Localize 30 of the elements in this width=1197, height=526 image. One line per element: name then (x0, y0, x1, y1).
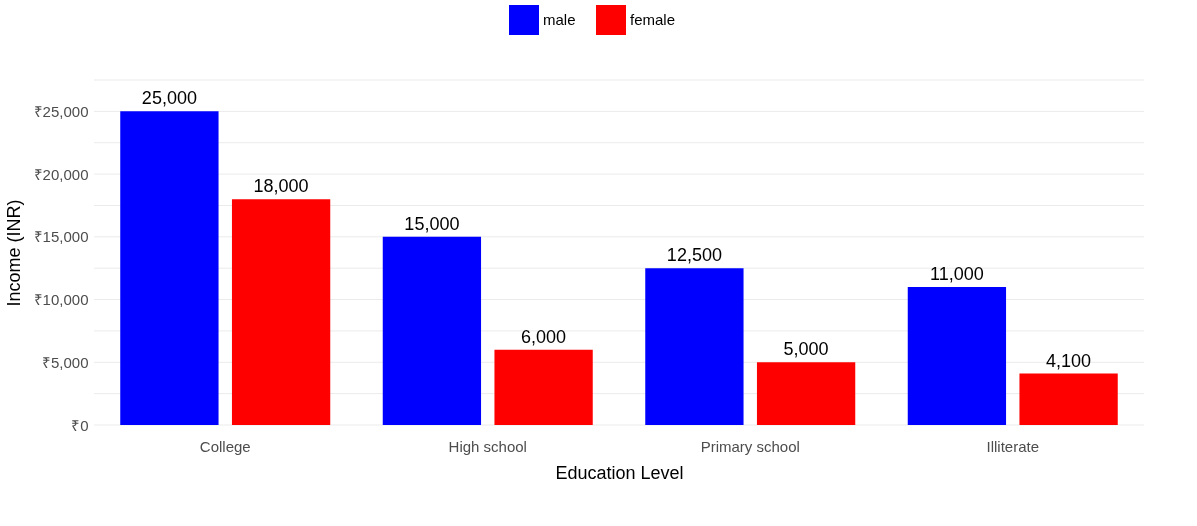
x-tick-label: College (199, 437, 251, 455)
bar (231, 199, 331, 425)
data-label: 25,000 (141, 88, 197, 109)
data-label: 4,100 (1046, 350, 1092, 371)
x-axis-title: Education Level (555, 462, 684, 483)
bar (120, 111, 219, 425)
y-tick-label: ₹15,000 (33, 228, 89, 246)
y-tick-label: ₹5,000 (41, 353, 89, 371)
y-tick-label: ₹25,000 (33, 102, 89, 120)
bar (1019, 373, 1118, 425)
bar (756, 362, 856, 425)
bar (382, 236, 482, 425)
x-tick-label: Illiterate (986, 437, 1040, 455)
y-tick-label: ₹20,000 (33, 165, 89, 183)
legend-label: male (543, 11, 576, 28)
bar (907, 287, 1007, 425)
data-label: 6,000 (521, 326, 567, 347)
data-label: 12,500 (666, 245, 722, 266)
x-tick-label: High school (448, 437, 527, 455)
y-axis-title: Income (INR) (3, 199, 24, 307)
x-tick-label: Primary school (700, 437, 800, 455)
y-tick-label: ₹10,000 (33, 291, 89, 309)
bar (494, 349, 593, 425)
bar (645, 268, 744, 425)
legend-label: female (630, 11, 676, 28)
data-label: 15,000 (404, 213, 460, 234)
data-label: 18,000 (253, 176, 309, 197)
y-tick-label: ₹0 (71, 416, 89, 434)
data-label: 5,000 (783, 339, 829, 360)
data-label: 11,000 (930, 264, 984, 284)
